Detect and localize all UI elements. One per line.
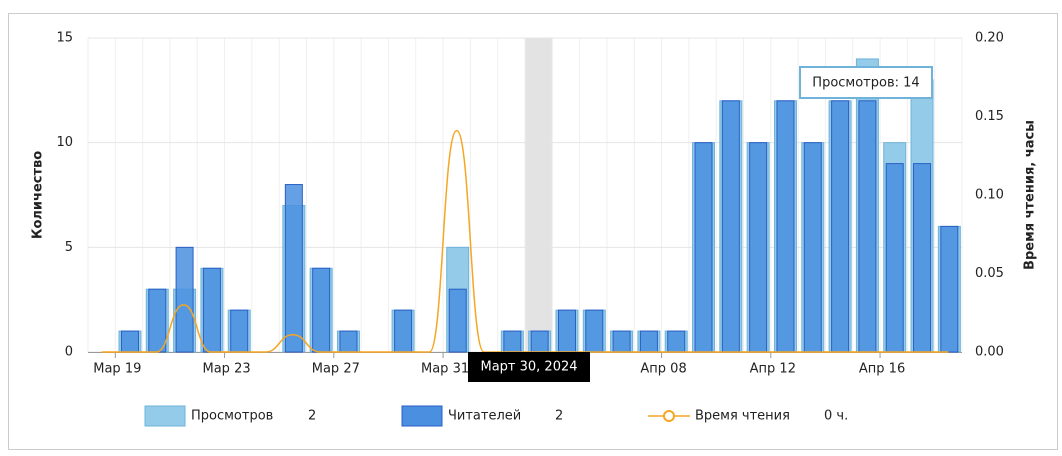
bar: [284, 184, 303, 353]
bar: [721, 100, 740, 353]
bar: [858, 100, 877, 353]
bar: [803, 142, 822, 353]
x-tooltip-box: [468, 352, 590, 382]
y2-tick-label: 0.10: [975, 188, 1004, 203]
bar: [612, 330, 631, 353]
bar: [394, 309, 413, 353]
x-tick-label: Мар 23: [203, 362, 251, 377]
y-tick-label: 15: [56, 31, 73, 46]
bar: [339, 330, 358, 353]
bar: [557, 309, 576, 353]
y2-tick-label: 0.20: [975, 31, 1004, 46]
x-tooltip-text: Март 30, 2024: [480, 360, 577, 375]
y-tick-label: 5: [65, 240, 73, 255]
bar: [913, 163, 932, 353]
legend-value: 2: [308, 409, 316, 424]
legend-value: 2: [555, 409, 563, 424]
bar: [639, 330, 658, 353]
bar: [585, 309, 604, 353]
x-tick-label: Мар 19: [93, 362, 141, 377]
legend-value: 0 ч.: [824, 409, 848, 424]
legend-swatch: [401, 405, 443, 427]
legend-label: Просмотров: [191, 409, 273, 424]
bar: [230, 309, 249, 353]
x-tick-label: Мар 27: [312, 362, 360, 377]
x-tick-label: Апр 08: [640, 362, 686, 377]
hover-band: [525, 38, 552, 352]
bar: [885, 163, 904, 353]
bar: [749, 142, 768, 353]
tooltip-text: Просмотров: 14: [812, 76, 919, 91]
legend-swatch: [144, 405, 186, 427]
bar: [831, 100, 850, 353]
plot: 0 5 10 15 0.00 0.05 0.10 0.15 0.20 Мар 19 Мар 23 Ма…: [56, 31, 1004, 377]
bar: [120, 330, 139, 353]
bar: [148, 288, 167, 353]
y2-tick-label: 0.00: [975, 345, 1004, 360]
bar: [776, 100, 795, 353]
x-tooltip: Март 30, 2024: [468, 352, 590, 382]
legend-marker: [663, 410, 675, 422]
x-tick-label: Апр 16: [859, 362, 905, 377]
bar: [530, 330, 549, 353]
tooltip: Просмотров: 14: [799, 66, 933, 99]
y-tick-label: 0: [65, 345, 73, 360]
x-tick-label: Мар 31: [421, 362, 469, 377]
y2-axis-title: Время чтения, часы: [1023, 120, 1038, 270]
bar: [202, 267, 221, 353]
bar: [175, 246, 194, 353]
tooltip-box: [799, 66, 933, 99]
bar: [940, 225, 959, 353]
y2-tick-label: 0.05: [975, 266, 1004, 281]
y-axis-title: Количество: [31, 151, 46, 239]
y2-tick-label: 0.15: [975, 109, 1004, 124]
bar: [503, 330, 522, 353]
legend-label: Читателей: [448, 409, 521, 424]
bar: [694, 142, 713, 353]
legend-label: Время чтения: [695, 409, 790, 424]
y-tick-label: 10: [56, 135, 73, 150]
bar: [312, 267, 331, 353]
bar: [667, 330, 686, 353]
x-tick-label: Апр 12: [750, 362, 796, 377]
bar: [448, 288, 467, 353]
